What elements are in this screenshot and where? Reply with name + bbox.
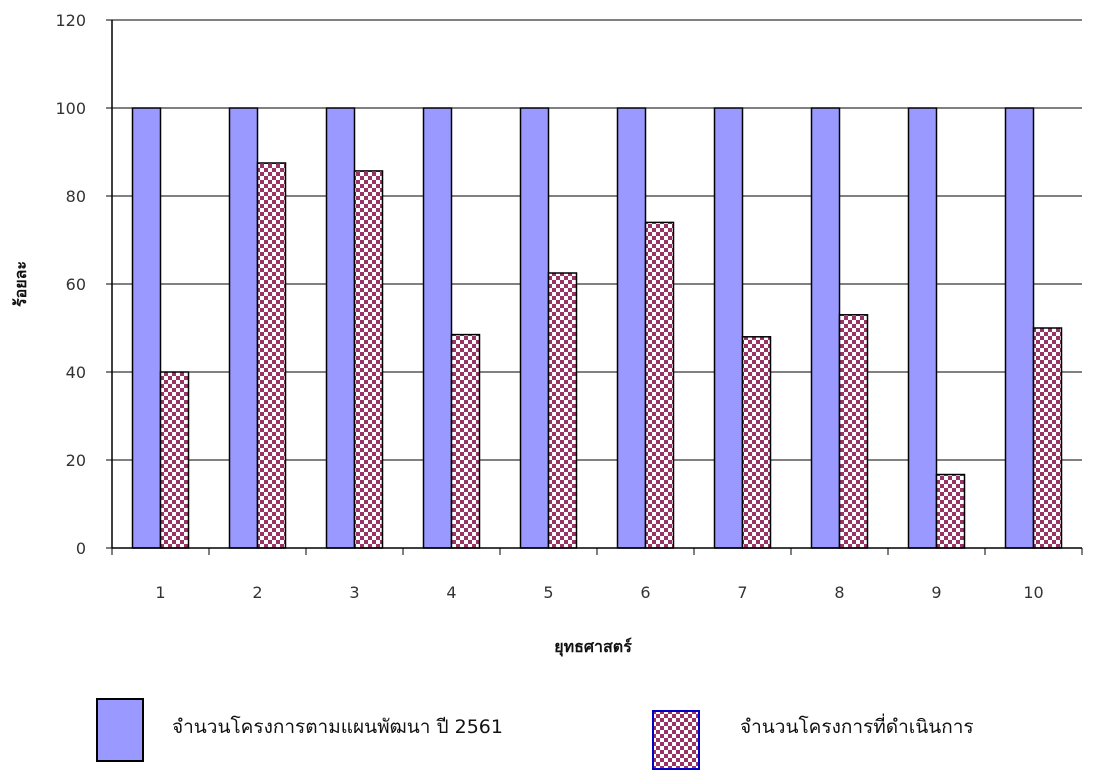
y-tick-label: 20	[66, 451, 86, 470]
x-tick-label: 3	[349, 583, 359, 602]
bar-planned	[228, 107, 259, 549]
bar-implemented	[935, 473, 966, 549]
x-tick-label: 6	[640, 583, 650, 602]
axes: 0 20 40 60 80 100 120 1 2 3 4 5 6 7 8 9 10	[55, 11, 1083, 602]
bar-planned	[131, 107, 162, 549]
x-tick-label: 8	[834, 583, 844, 602]
bar-implemented	[741, 336, 772, 549]
y-axis-title: ร้อยละ	[11, 261, 30, 307]
legend-label-planned: จำนวนโครงการตามแผนพัฒนา ปี 2561	[172, 716, 503, 738]
y-tick-label: 100	[55, 99, 86, 118]
bar-planned	[907, 107, 938, 549]
bar-chart: 0 20 40 60 80 100 120 1 2 3 4 5 6 7 8 9 10 ยุทธศาสตร์ ร้…	[11, 11, 1083, 657]
y-tick-label: 80	[66, 187, 86, 206]
bar-planned	[713, 107, 744, 549]
bar-implemented	[256, 162, 287, 549]
y-tick-label: 60	[66, 275, 86, 294]
x-axis-title: ยุทธศาสตร์	[554, 637, 632, 657]
bar-planned	[325, 107, 356, 549]
bars	[131, 107, 1063, 549]
bar-planned	[810, 107, 841, 549]
legend-label-implemented: จำนวนโครงการที่ดำเนินการ	[740, 716, 974, 738]
x-tick-label: 10	[1023, 583, 1043, 602]
bar-planned	[616, 107, 647, 549]
bar-implemented	[1032, 327, 1063, 549]
bar-planned	[422, 107, 453, 549]
y-tick-label: 40	[66, 363, 86, 382]
x-tick-label: 4	[446, 583, 456, 602]
x-tick-label: 2	[252, 583, 262, 602]
x-tick-label: 5	[543, 583, 553, 602]
bar-implemented	[644, 221, 675, 549]
x-tick-label: 9	[931, 583, 941, 602]
bar-implemented	[838, 314, 869, 549]
bar-implemented	[159, 371, 190, 549]
bar-implemented	[353, 170, 384, 549]
x-tick-label: 7	[737, 583, 747, 602]
x-tick-label: 1	[155, 583, 165, 602]
bar-implemented	[450, 333, 481, 549]
bar-planned	[1004, 107, 1035, 549]
legend-swatch-planned	[96, 698, 144, 762]
legend: จำนวนโครงการตามแผนพัฒนา ปี 2561 จำนวนโคร…	[96, 698, 1076, 770]
bar-planned	[519, 107, 550, 549]
y-tick-label: 0	[76, 539, 86, 558]
legend-swatch-implemented	[652, 710, 700, 770]
bar-implemented	[547, 272, 578, 549]
y-tick-label: 120	[55, 11, 86, 30]
